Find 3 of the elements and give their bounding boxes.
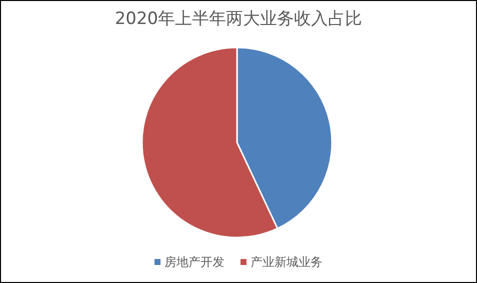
legend-label: 房地产开发 — [164, 255, 224, 269]
chart-title: 2020年上半年两大业务收入占比 — [114, 9, 362, 29]
legend-label: 产业新城业务 — [250, 255, 322, 269]
